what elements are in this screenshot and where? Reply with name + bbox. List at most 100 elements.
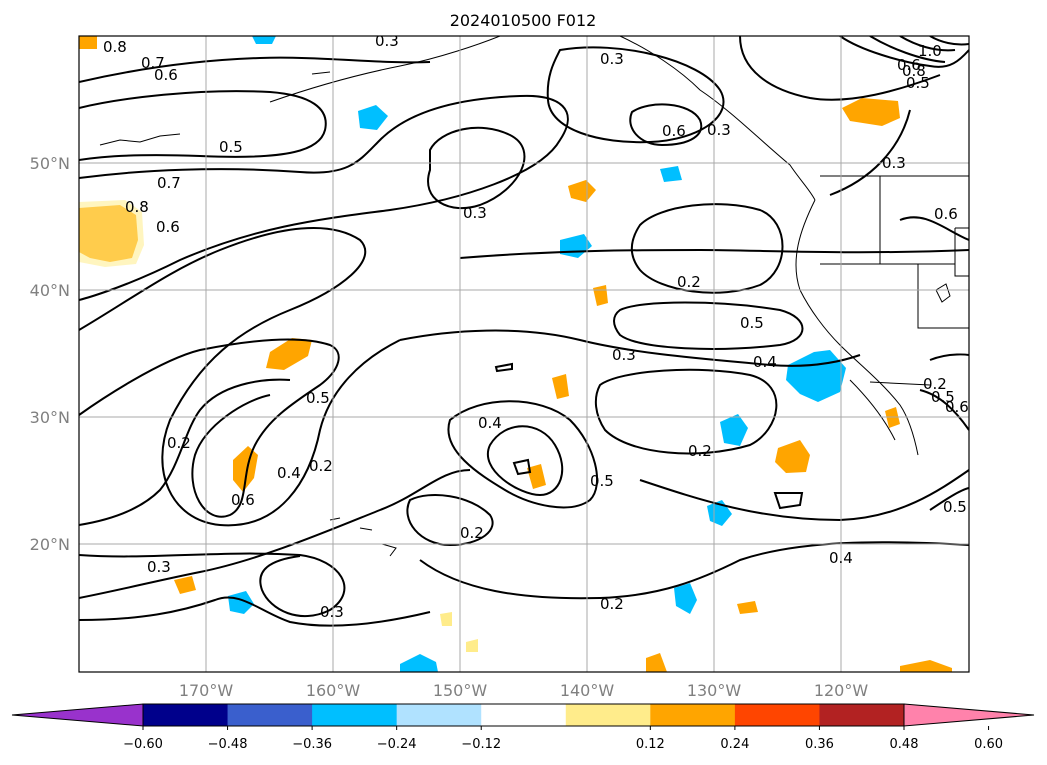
contour-line [899, 216, 969, 241]
cool-blob [720, 414, 748, 446]
coastlines [99, 36, 969, 557]
contour-line [399, 329, 861, 367]
coastline [954, 227, 969, 277]
lon-axis: 170°W 160°W 150°W 140°W 130°W 120°W [179, 681, 869, 700]
lon-label-160w: 160°W [306, 681, 361, 700]
contour-label: 0.6 [945, 398, 969, 416]
contour-line [594, 368, 778, 455]
contour-line [419, 541, 969, 600]
shading-positive [79, 36, 952, 672]
contour-label: 0.5 [906, 74, 930, 92]
warm-blob [440, 612, 452, 626]
contour-line [639, 469, 969, 522]
colorbar: −0.60 −0.48 −0.36 −0.24 −0.12 0.12 0.24 0.36 0.4… [11, 703, 1035, 752]
lon-label-130w: 130°W [687, 681, 742, 700]
map-background [79, 36, 969, 672]
colorbar-segment [143, 704, 229, 726]
contour-line [79, 338, 340, 518]
colorbar-segments [11, 703, 1035, 727]
colorbar-tick-label: −0.60 [123, 737, 163, 752]
contour-label: 0.2 [309, 457, 333, 475]
warm-blob [174, 576, 196, 594]
colorbar-segment [565, 704, 651, 726]
lon-label-150w: 150°W [433, 681, 488, 700]
colorbar-segment [227, 704, 313, 726]
colorbar-segment [734, 704, 820, 726]
contour-label: 0.8 [125, 198, 149, 216]
contour-lines [79, 36, 969, 627]
lat-axis: 50°N 40°N 30°N 20°N [30, 154, 70, 554]
colorbar-tick-label: −0.12 [461, 737, 501, 752]
coastline [329, 517, 397, 557]
contour-label: 0.7 [141, 54, 165, 72]
contour-label: 0.6 [156, 218, 180, 236]
gridlines [79, 36, 969, 672]
contour-label: 0.2 [460, 524, 484, 542]
colorbar-ticks: −0.60 −0.48 −0.36 −0.24 −0.12 0.12 0.24 0.36 0.4… [123, 726, 1003, 752]
contour-line [79, 378, 291, 526]
contour-line [919, 389, 969, 431]
cool-blob [252, 36, 276, 44]
contour-label: 0.5 [943, 498, 967, 516]
lat-label-30n: 30°N [30, 408, 70, 427]
colorbar-tick-label: 0.48 [890, 737, 919, 752]
colorbar-tick-label: 0.12 [636, 737, 665, 752]
contour-line [486, 425, 564, 497]
colorbar-extend-high [903, 703, 1035, 727]
warm-blob [79, 36, 97, 49]
contour-label: 0.8 [103, 38, 127, 56]
coastline [99, 133, 181, 146]
contour-label: 0.6 [934, 205, 958, 223]
cool-blob [674, 583, 697, 614]
contour-label: 0.2 [923, 375, 947, 393]
warm-blob [466, 639, 478, 652]
contour-label: 0.3 [375, 32, 399, 50]
contour-line [739, 36, 941, 101]
colorbar-segment [481, 704, 567, 726]
warm-blob [79, 200, 144, 267]
colorbar-segment [396, 704, 482, 726]
contour-label: 1.0 [918, 42, 942, 60]
contour-label: 0.5 [306, 389, 330, 407]
colorbar-frame [142, 703, 905, 727]
contour-label: 0.3 [147, 558, 171, 576]
contour-line [79, 552, 346, 618]
contour-label: 0.4 [277, 464, 301, 482]
colorbar-tick-label: 0.24 [720, 737, 749, 752]
contour-label: 0.8 [902, 62, 926, 80]
contour-line [79, 90, 327, 161]
contour-label: 0.5 [590, 472, 614, 490]
contour-label: 0.6 [154, 66, 178, 84]
contour-line [630, 203, 784, 294]
contour-line [546, 46, 725, 144]
contour-line [512, 458, 532, 476]
contour-label: 0.3 [707, 121, 731, 139]
colorbar-segment [819, 704, 905, 726]
map-panel: 0.8 0.7 0.6 0.5 0.3 0.6 0.3 0.3 0.6 1.0 … [78, 32, 970, 673]
contour-label: 0.5 [740, 314, 764, 332]
contour-label: 0.5 [219, 138, 243, 156]
colorbar-segment [650, 704, 736, 726]
contour-line [427, 126, 526, 210]
lon-label-120w: 120°W [814, 681, 869, 700]
contour-line [613, 301, 804, 350]
colorbar-segment [312, 704, 398, 726]
contour-line [629, 103, 703, 147]
contour-label: 0.2 [688, 442, 712, 460]
warm-blob [646, 653, 667, 672]
contour-label: 0.3 [882, 154, 906, 172]
contour-line [79, 56, 431, 83]
contour-line [79, 94, 569, 301]
contour-line [447, 400, 599, 509]
contour-label: 0.4 [753, 353, 777, 371]
contour-line [929, 487, 969, 511]
contour-label-group: 0.8 0.7 0.6 0.5 0.3 0.6 0.3 0.3 0.6 1.0 … [103, 32, 969, 621]
contour-label: 0.3 [612, 346, 636, 364]
map-title: 2024010500 F012 [450, 11, 597, 30]
contour-label: 0.2 [600, 595, 624, 613]
contour-line [406, 494, 494, 547]
coastline [269, 36, 501, 103]
contour-label: 0.4 [829, 549, 853, 567]
warm-blob [552, 374, 569, 399]
lon-label-170w: 170°W [179, 681, 234, 700]
